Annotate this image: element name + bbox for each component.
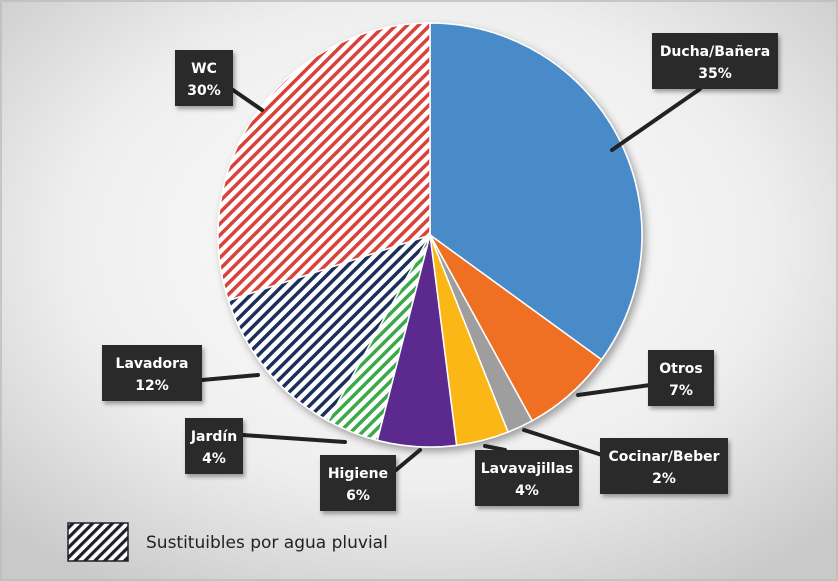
slice-label: Otros 7% [648, 350, 714, 406]
leader-line [241, 433, 347, 444]
slice-label-box [648, 350, 714, 406]
leader-line [483, 444, 507, 452]
leader-line [610, 87, 702, 152]
pie-slice-lavadora [227, 233, 432, 422]
slice-label: Lavadora 12% [102, 345, 202, 401]
leader-line [576, 383, 652, 397]
pie-slice-wc [217, 22, 431, 302]
leader-lines [200, 87, 702, 472]
slice-label-value: 2% [652, 471, 676, 487]
slice-label-value: 4% [515, 483, 539, 499]
slice-label-name: Lavadora [116, 356, 189, 372]
slice-label: Higiene 6% [320, 455, 396, 511]
slice-label-value: 6% [346, 488, 370, 504]
leader-line [231, 88, 264, 112]
slice-label: Jardín 4% [185, 418, 243, 474]
leader-line [200, 373, 260, 382]
legend-text: Sustituibles por agua pluvial [146, 533, 388, 553]
slice-label-name: Otros [659, 361, 702, 377]
legend-swatch [67, 522, 129, 562]
slice-label-name: Lavavajillas [481, 461, 574, 477]
slice-label-name: Cocinar/Beber [608, 449, 719, 465]
slice-label-value: 30% [187, 83, 221, 99]
slice-label-name: WC [191, 61, 217, 77]
pie-slices [217, 22, 643, 448]
pie-slice-ducha-bañera [429, 22, 643, 361]
slice-label-box [185, 418, 243, 474]
slice-label-box [652, 33, 778, 89]
slice-label: Ducha/Bañera 35% [652, 33, 778, 89]
slice-label-value: 4% [202, 451, 226, 467]
slice-label: WC 30% [175, 50, 233, 106]
slice-label-name: Ducha/Bañera [660, 44, 770, 60]
slice-label: Cocinar/Beber 2% [600, 438, 728, 494]
leader-line [522, 428, 604, 457]
slice-label-name: Jardín [190, 429, 237, 445]
slice-label-box [600, 438, 728, 494]
slice-labels: Ducha/Bañera 35% Otros 7% Cocinar/Beber 2% Lav… [102, 33, 778, 511]
slice-label-value: 12% [135, 378, 169, 394]
slice-label-box [175, 50, 233, 106]
slice-label-box [320, 455, 396, 511]
slice-label-value: 7% [669, 383, 693, 399]
slice-label-box [102, 345, 202, 401]
legend: Sustituibles por agua pluvial [67, 522, 388, 562]
slice-label-name: Higiene [328, 466, 388, 482]
slice-label: Lavavajillas 4% [475, 450, 579, 506]
slice-label-box [475, 450, 579, 506]
leader-line [394, 448, 422, 472]
slice-label-value: 35% [698, 66, 732, 82]
